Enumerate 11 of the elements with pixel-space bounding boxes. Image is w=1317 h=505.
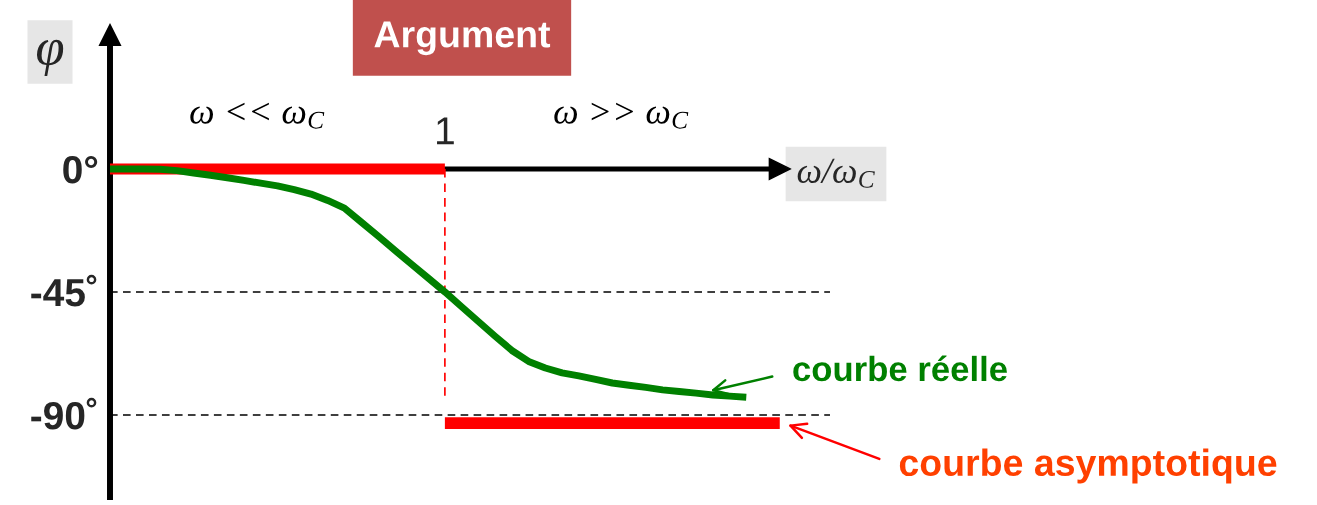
text: courbe asymptotique <box>899 448 1277 484</box>
y-tick-label: -90˚ <box>31 397 97 430</box>
annotation: ω << ω$_{C}$ <box>190 102 325 129</box>
chart-title: Argument <box>374 21 551 56</box>
y-axis-title: φ <box>36 39 64 76</box>
annotation: ω >> ω$_{C}$ <box>554 102 689 129</box>
x-axis-title: ω/ω$_{C}$ <box>797 158 875 188</box>
y-tick-label: -45˚ <box>31 274 97 307</box>
y-tick-label: 0° <box>63 155 98 184</box>
text: courbe réelle <box>793 355 1007 382</box>
x-tick-label: 1 <box>437 117 454 145</box>
